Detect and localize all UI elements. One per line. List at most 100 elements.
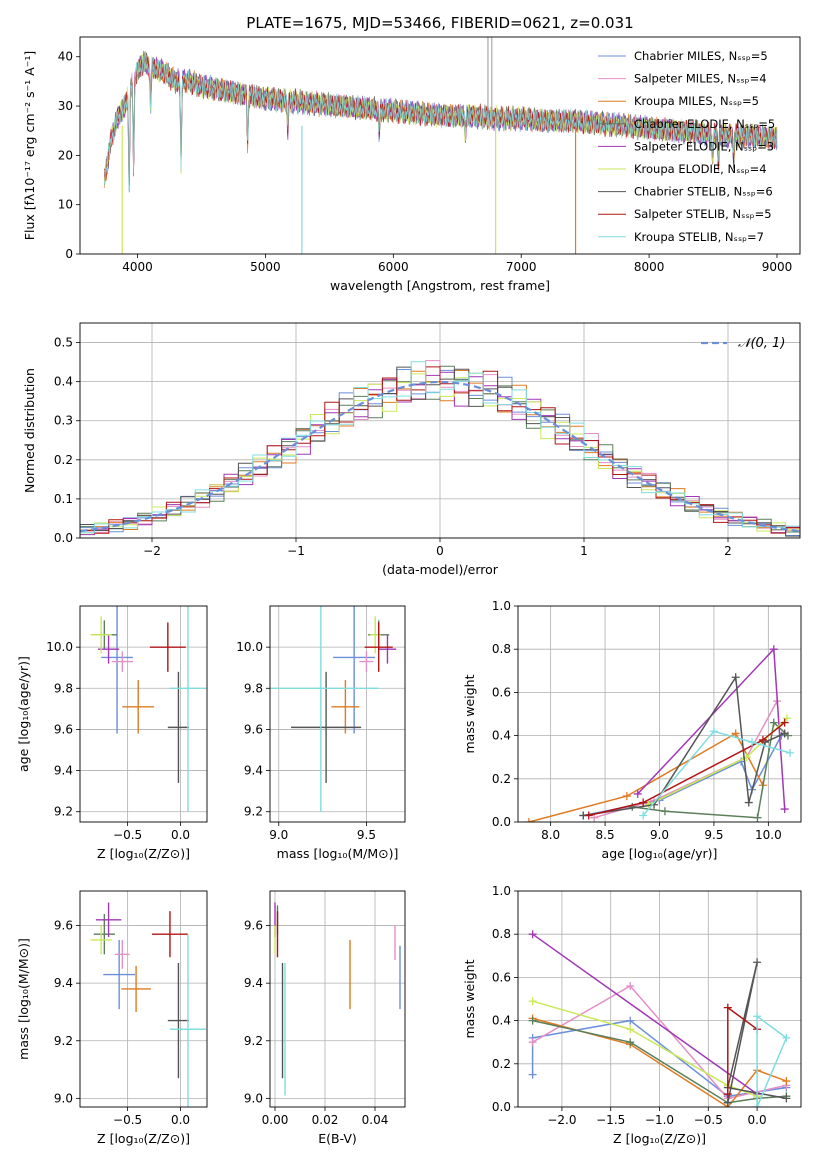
weight-marker <box>528 930 537 939</box>
errorbars <box>270 606 397 812</box>
x-axis-label: wavelength [Angstrom, rest frame] <box>330 278 550 293</box>
weight-marker <box>753 1012 762 1021</box>
x-tick-label: −0.5 <box>113 828 142 842</box>
x-tick-label: 10.0 <box>755 828 782 842</box>
weight-series-6 <box>583 675 786 817</box>
y-tick-label: 9.6 <box>54 722 73 736</box>
weight-marker <box>626 1025 635 1034</box>
errorbars <box>90 606 206 812</box>
y-tick-label: 9.8 <box>244 681 263 695</box>
weight-marker <box>748 738 757 747</box>
spectrum-series-8 <box>103 50 778 191</box>
legend-label: Chabrier MILES, Nₛₛₚ=5 <box>634 49 768 63</box>
legend: Chabrier MILES, Nₛₛₚ=5 Salpeter MILES, Nₛ… <box>598 49 775 244</box>
y-tick-label: 9.4 <box>54 976 73 990</box>
legend-label: Chabrier STELIB, Nₛₛₚ=6 <box>634 185 773 199</box>
y-tick-label: 0.0 <box>492 1100 511 1114</box>
legend-label: 𝒩(0, 1) <box>738 336 785 351</box>
weight-marker <box>723 1003 732 1012</box>
y-tick-label: 10.0 <box>46 640 73 654</box>
weight-series-8 <box>642 730 791 816</box>
weight-marker <box>528 997 537 1006</box>
plot-area <box>103 37 778 254</box>
y-tick-label: 1.0 <box>492 599 511 613</box>
panels: 4000 5000 6000 7000 8000 9000010203040wavelen… <box>16 36 802 1146</box>
weight-series-8 <box>756 1014 788 1107</box>
plot-area <box>80 891 207 1107</box>
y-tick-label: 0.2 <box>492 1057 511 1071</box>
x-tick-label: 0.04 <box>362 1113 389 1127</box>
plot-area <box>518 891 801 1107</box>
histogram-series-8 <box>80 361 800 538</box>
weight-marker <box>753 813 762 822</box>
panel-spectrum: 4000 5000 6000 7000 8000 9000 0 10 20 30 40 wavelen… <box>22 36 801 293</box>
weight-marker <box>753 958 762 967</box>
weight-marker <box>758 735 767 744</box>
weight-marker <box>626 1038 635 1047</box>
y-tick-label: 0.6 <box>492 685 511 699</box>
x-tick-label: 0.0 <box>171 828 190 842</box>
y-tick-label: 9.6 <box>244 919 263 933</box>
axes-frame <box>517 890 802 1108</box>
plot-area <box>80 606 207 822</box>
plot-area <box>80 323 800 538</box>
y-tick-label: 9.6 <box>54 919 73 933</box>
x-tick-label: 9.0 <box>269 828 288 842</box>
weight-marker <box>528 1038 537 1047</box>
y-tick-label: 9.6 <box>244 722 263 736</box>
weight-marker <box>782 714 791 723</box>
axes-frame <box>79 605 208 823</box>
legend-label: Salpeter MILES, Nₛₛₚ=4 <box>634 72 767 86</box>
weight-marker <box>753 1103 762 1107</box>
axes-frame <box>79 36 801 255</box>
x-axis-label: Z [log₁₀(Z/Z⊙)] <box>613 1131 706 1146</box>
weight-marker <box>524 818 533 822</box>
legend-label: Salpeter ELODIE, Nₛₛₚ=3 <box>634 139 774 153</box>
weight-marker <box>769 645 778 654</box>
errorbars <box>274 902 401 1096</box>
x-tick-label: −0.5 <box>694 1113 723 1127</box>
y-tick-label: 0.3 <box>54 414 73 428</box>
legend: 𝒩(0, 1) <box>701 336 785 351</box>
plot-area <box>270 891 405 1107</box>
x-tick-label: 6000 <box>378 260 409 274</box>
x-tick-label: 9.0 <box>650 828 669 842</box>
weight-series-7 <box>588 722 786 817</box>
normal-curve <box>80 380 800 533</box>
legend-label: Kroupa ELODIE, Nₛₛₚ=4 <box>634 162 767 176</box>
x-tick-label: −0.5 <box>113 1113 142 1127</box>
x-tick-label: 8.0 <box>541 828 560 842</box>
x-tick-label: 7000 <box>506 260 537 274</box>
weight-marker <box>626 982 635 991</box>
legend-label: Chabrier ELODIE, Nₛₛₚ=5 <box>634 117 775 131</box>
x-axis-label: age [log₁₀(age/yr)] <box>602 846 718 861</box>
axes-frame <box>79 890 208 1108</box>
x-tick-label: 9.5 <box>704 828 723 842</box>
y-tick-label: 9.2 <box>54 805 73 819</box>
y-axis-label: age [log₁₀(age/yr)] <box>16 656 31 772</box>
x-tick-label: 0 <box>436 544 444 558</box>
panel-age-vs-z: −0.5 0.0 9.2 9.4 9.6 9.8 10.0 Z [log₁₀(Z/Z⊙)] ag… <box>16 605 208 861</box>
x-tick-label: 0.00 <box>262 1113 289 1127</box>
y-axis-label: mass weight <box>462 674 477 753</box>
x-tick-label: −2 <box>143 544 161 558</box>
y-tick-label: 20 <box>58 148 73 162</box>
weight-series-4 <box>532 933 758 1095</box>
x-tick-label: 9000 <box>762 260 793 274</box>
weight-marker <box>633 789 642 798</box>
weight-marker <box>780 718 789 727</box>
weight-marker <box>639 798 648 807</box>
x-tick-label: 8000 <box>634 260 665 274</box>
x-axis-label: E(B-V) <box>318 1131 357 1146</box>
panel-mass-vs-ebv: 0.00 0.02 0.04 9.0 9.2 9.4 9.6 E(B-V) <box>244 890 406 1146</box>
y-tick-label: 0.4 <box>492 1014 511 1028</box>
x-tick-label: 0.0 <box>171 1113 190 1127</box>
y-tick-label: 9.2 <box>244 1034 263 1048</box>
histograms <box>80 360 800 538</box>
x-tick-label: 1 <box>580 544 588 558</box>
axes-frame <box>79 322 801 539</box>
weight-marker <box>786 748 795 757</box>
y-tick-label: 40 <box>58 50 73 64</box>
axes-frame <box>269 605 406 823</box>
